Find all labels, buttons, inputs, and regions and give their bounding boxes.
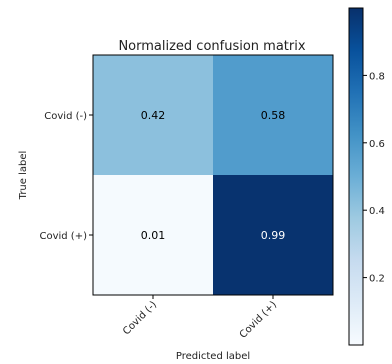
cell-value-label: 0.99 — [261, 229, 286, 242]
heatmap-cell-r0-c0 — [93, 55, 213, 175]
y-tick-label: Covid (+) — [39, 231, 87, 242]
y-tick-label: Covid (-) — [44, 111, 87, 122]
heatmap-cell-r1-c1 — [213, 175, 333, 295]
colorbar-gradient — [348, 7, 364, 346]
colorbar-tick-label: 0.8 — [369, 71, 385, 82]
x-axis-label: Predicted label — [176, 351, 250, 362]
cell-value-label: 0.58 — [261, 109, 286, 122]
x-tick-label: Covid (+) — [238, 299, 279, 340]
plot-frame — [92, 54, 334, 296]
colorbar-ticks: 0.2 0.4 0.6 0.8 — [363, 71, 385, 285]
chart-title: Normalized confusion matrix — [118, 39, 305, 54]
colorbar-tick-label: 0.4 — [369, 206, 385, 217]
x-tick-label: Covid (-) — [121, 299, 159, 337]
heatmap-cell-r1-c0 — [93, 175, 213, 295]
colorbar: 0.2 0.4 0.6 0.8 — [348, 7, 385, 346]
y-axis-label: True label — [18, 151, 29, 201]
colorbar-tick-label: 0.2 — [369, 274, 385, 285]
heatmap-cells: 0.42 0.58 0.01 0.99 — [93, 55, 333, 295]
colorbar-tick-label: 0.6 — [369, 139, 385, 150]
heatmap-cell-r0-c1 — [213, 55, 333, 175]
cell-value-label: 0.01 — [141, 229, 166, 242]
cell-value-label: 0.42 — [141, 109, 166, 122]
